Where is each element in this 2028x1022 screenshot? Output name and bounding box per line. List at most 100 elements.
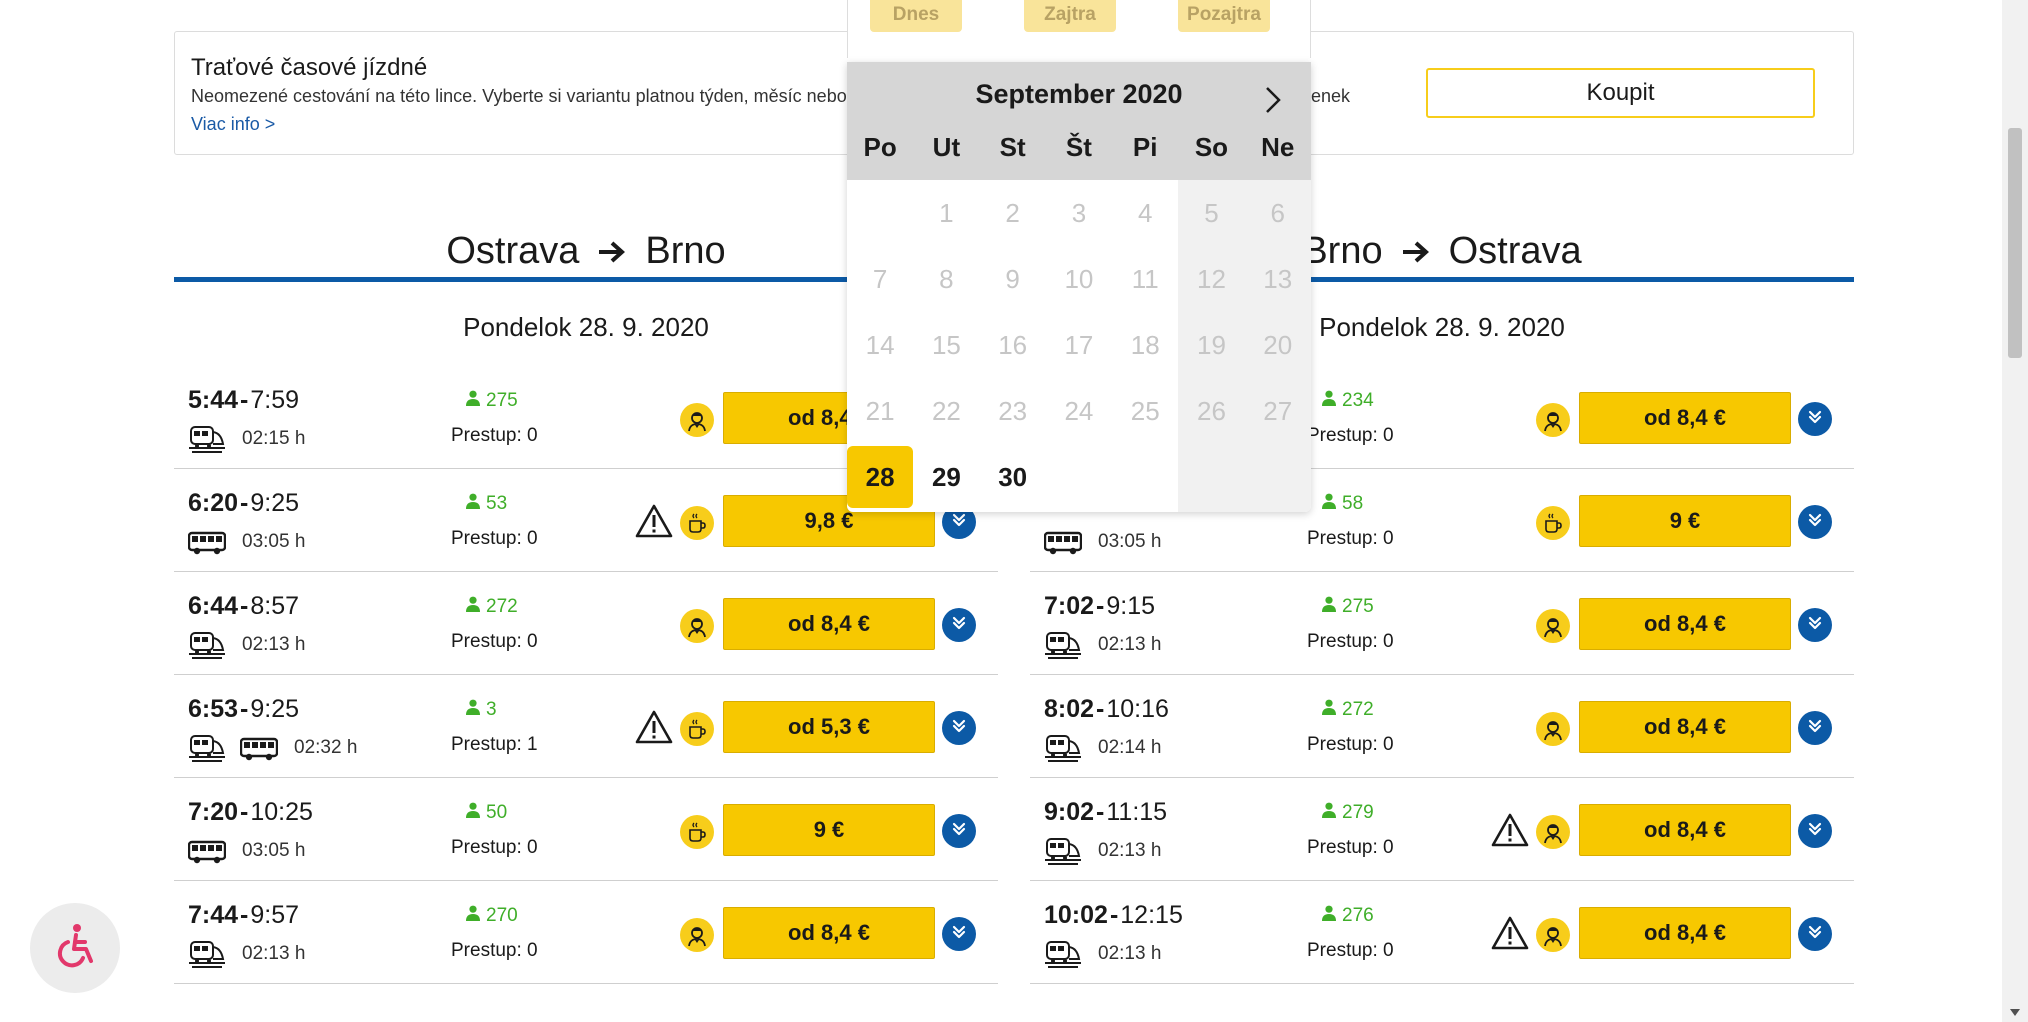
price-button[interactable]: od 8,4 € (1579, 392, 1791, 444)
expand-details-button[interactable] (942, 917, 976, 951)
seats-count: 272 (486, 596, 518, 617)
departure-time: 7:20 (188, 798, 239, 826)
calendar-day[interactable]: 28 (847, 446, 914, 508)
warning-triangle-icon[interactable] (1491, 812, 1529, 848)
transfers-count: Prestup: 0 (451, 425, 538, 446)
time-range: 7:44-9:57 (188, 901, 299, 930)
expand-details-button[interactable] (1798, 814, 1832, 848)
bus-icon (187, 527, 227, 557)
time-range: 5:44-7:59 (188, 386, 299, 415)
person-icon (1322, 699, 1336, 721)
warning-triangle-icon[interactable] (635, 709, 673, 745)
price-button[interactable]: od 8,4 € (1579, 804, 1791, 856)
buy-button[interactable]: Koupit (1426, 68, 1815, 118)
more-info-link[interactable]: Viac info > (191, 114, 276, 134)
expand-details-button[interactable] (942, 711, 976, 745)
time-separator: - (240, 489, 249, 517)
tomorrow-button[interactable]: Zajtra (1024, 0, 1116, 32)
price-button[interactable]: 9 € (723, 804, 935, 856)
time-range: 10:02-12:15 (1044, 901, 1183, 930)
page-scrollbar[interactable] (2002, 0, 2028, 1022)
calendar-day: 13 (1263, 263, 1293, 294)
price-button[interactable]: od 8,4 € (723, 598, 935, 650)
warning-triangle-icon[interactable] (635, 503, 673, 539)
free-seats: 272 (1322, 699, 1374, 721)
weekday-row: Po Ut St Št Pi So Ne (847, 132, 1311, 163)
expand-details-button[interactable] (1798, 608, 1832, 642)
expand-details-button[interactable] (942, 814, 976, 848)
scroll-down-arrow-icon[interactable] (2010, 1004, 2020, 1022)
connection-row: 7:20-10:25 03:05 h 50 Prestup: 0 9 € (174, 778, 998, 881)
free-seats: 279 (1322, 802, 1374, 824)
expand-details-button[interactable] (1798, 505, 1832, 539)
connection-row: 6:44-8:57 02:13 h 272 Prestup: 0 od 8,4 € (174, 572, 998, 675)
departure-time: 10:02 (1044, 901, 1108, 929)
vehicle-info: 03:05 h (1043, 527, 1161, 557)
calendar-day[interactable]: 29 (931, 461, 961, 492)
seats-count: 270 (486, 905, 518, 926)
calendar-day: 6 (1270, 197, 1285, 228)
expand-details-button[interactable] (942, 608, 976, 642)
seats-count: 272 (1342, 699, 1374, 720)
train-icon (188, 733, 226, 763)
person-icon (466, 802, 480, 824)
quick-date-bar: Dnes Zajtra Pozajtra (847, 0, 1311, 58)
trip-duration: 02:32 h (294, 737, 358, 758)
chevron-right-icon[interactable] (1255, 82, 1291, 118)
calendar-day: 27 (1263, 395, 1293, 426)
banner-title: Traťové časové jízdné (191, 54, 428, 81)
free-seats: 53 (466, 493, 507, 515)
accessibility-button[interactable] (30, 903, 120, 993)
route-to: Ostrava (1448, 230, 1582, 272)
calendar-day: 9 (1005, 263, 1020, 294)
vehicle-info: 02:14 h (1044, 733, 1161, 763)
calendar-week: 21 22 23 24 25 26 27 (847, 378, 1311, 444)
day-after-tomorrow-button[interactable]: Pozajtra (1178, 0, 1270, 32)
double-chevron-down-icon (1806, 408, 1824, 431)
seats-count: 234 (1342, 390, 1374, 411)
scrollbar-thumb[interactable] (2008, 128, 2022, 358)
time-separator: - (240, 386, 249, 414)
connections-list: 5:44-7:59 02:15 h 275 Prestup: 0 od 8,4 €6:2… (174, 366, 998, 984)
weekday-label: Ne (1261, 132, 1295, 162)
calendar-day: 19 (1197, 329, 1226, 360)
time-separator: - (240, 798, 249, 826)
coffee-icon (680, 712, 714, 746)
warning-triangle-icon[interactable] (1491, 915, 1529, 951)
train-icon (188, 630, 226, 660)
calendar-day: 3 (1071, 197, 1087, 228)
expand-details-button[interactable] (1798, 917, 1832, 951)
arrival-time: 10:25 (250, 798, 313, 826)
double-chevron-down-icon (1806, 717, 1824, 740)
calendar-week: 28 29 30 (847, 444, 1311, 510)
price-button[interactable]: od 8,4 € (1579, 598, 1791, 650)
calendar-day: 12 (1197, 263, 1226, 294)
connection-row: 6:20-9:25 03:05 h 53 Prestup: 0 9,8 € (174, 469, 998, 572)
price-button[interactable]: od 8,4 € (723, 907, 935, 959)
weekday-label: So (1194, 132, 1229, 162)
time-range: 6:53-9:25 (188, 695, 299, 724)
outbound-column: Ostrava Brno Pondelok 28. 9. 2020 5:44-7… (174, 220, 998, 984)
vehicle-info: 02:32 h (188, 733, 357, 763)
person-icon (466, 390, 480, 412)
trip-duration: 03:05 h (242, 531, 306, 552)
time-range: 6:44-8:57 (188, 592, 299, 621)
price-button[interactable]: 9 € (1579, 495, 1791, 547)
expand-details-button[interactable] (1798, 402, 1832, 436)
expand-details-button[interactable] (1798, 711, 1832, 745)
price-button[interactable]: od 5,3 € (723, 701, 935, 753)
price-button[interactable]: od 8,4 € (1579, 907, 1791, 959)
train-icon (188, 939, 226, 969)
today-button[interactable]: Dnes (870, 0, 962, 32)
seats-count: 275 (486, 390, 518, 411)
train-icon (1044, 630, 1082, 660)
calendar-day: 11 (1131, 263, 1159, 294)
trip-duration: 02:14 h (1098, 737, 1162, 758)
train-icon (1044, 836, 1082, 866)
person-icon (466, 699, 480, 721)
time-range: 8:02-10:16 (1044, 695, 1169, 724)
calendar-day[interactable]: 30 (998, 461, 1028, 492)
calendar-header: September 2020 Po Ut St Št Pi So Ne (847, 62, 1311, 180)
calendar-day: 20 (1263, 329, 1293, 360)
price-button[interactable]: od 8,4 € (1579, 701, 1791, 753)
